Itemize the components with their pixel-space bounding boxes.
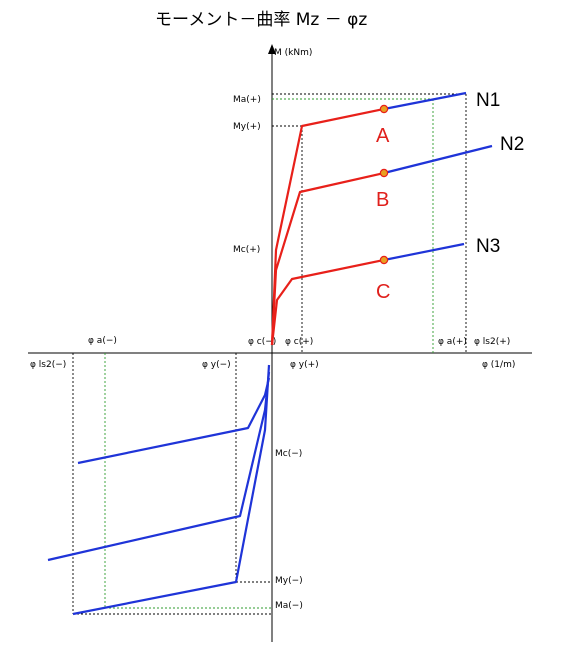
negative-branch [47, 364, 271, 616]
point-label-b: B [376, 189, 389, 211]
label-phi-c-neg: φ c(−) [248, 337, 276, 347]
guides-positive [272, 93, 467, 353]
positive-branch [270, 91, 493, 346]
label-mc-neg: Mc(−) [275, 449, 302, 459]
label-my-pos: My(+) [233, 122, 261, 132]
curve-n2-red [270, 171, 385, 346]
point-label-a: A [376, 125, 390, 147]
curve-label-n3: N3 [476, 236, 500, 257]
label-phi-ls2-pos: φ ls2(+) [474, 337, 510, 347]
y-axis-label: M (kNm) [274, 48, 312, 58]
label-ma-pos: Ma(+) [233, 95, 261, 105]
point-label-c: C [376, 281, 390, 303]
marker-a [379, 104, 389, 114]
axes: M (kNm) φ (1/m) [28, 44, 532, 642]
marker-c [379, 255, 389, 265]
label-phi-c-pos: φ c(+) [285, 337, 313, 347]
curve-label-n1: N1 [476, 90, 500, 111]
label-mc-pos: Mc(+) [233, 245, 260, 255]
guides-negative [72, 353, 272, 615]
x-axis-label: φ (1/m) [482, 360, 515, 370]
label-phi-a-neg: φ a(−) [88, 336, 117, 346]
label-phi-ls2-neg: φ ls2(−) [30, 360, 66, 370]
y-axis-labels: Ma(+) My(+) Mc(+) Mc(−) My(−) Ma(−) [233, 95, 303, 611]
curve-label-n2: N2 [500, 134, 524, 155]
curve-n1-negative [72, 364, 271, 616]
label-ma-neg: Ma(−) [275, 601, 303, 611]
curve-n1-blue [383, 91, 467, 111]
curve-n3-red [270, 258, 385, 346]
marker-b [379, 168, 389, 178]
y-axis-arrow-icon [268, 44, 276, 54]
label-phi-y-neg: φ y(−) [202, 360, 231, 370]
point-markers [379, 104, 389, 265]
label-my-neg: My(−) [275, 576, 303, 586]
label-phi-y-pos: φ y(+) [290, 360, 319, 370]
label-phi-a-pos: φ a(+) [438, 337, 467, 347]
curve-n2-blue [383, 144, 493, 175]
diagram-title: モーメント－曲率 Mz － φz [155, 10, 367, 30]
curve-n3-negative [77, 377, 271, 465]
x-axis-labels: φ ls2(−) φ a(−) φ y(−) φ c(−) φ c(+) φ y… [30, 336, 510, 370]
curve-n3-blue [383, 242, 465, 262]
